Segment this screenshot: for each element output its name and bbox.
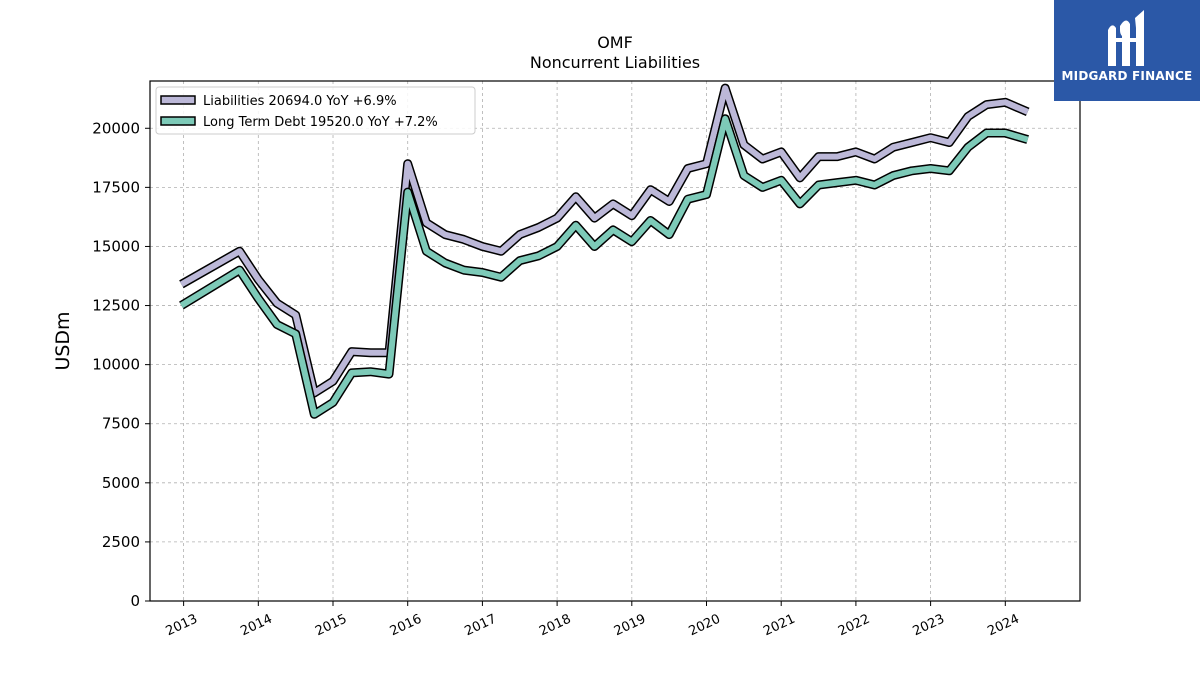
y-tick-label: 10000	[92, 356, 140, 374]
legend-label: Liabilities 20694.0 YoY +6.9%	[203, 94, 397, 109]
y-tick-label: 17500	[92, 178, 140, 196]
midgard-logo-icon	[1108, 10, 1144, 67]
grid	[150, 81, 1080, 602]
legend-box	[155, 86, 476, 135]
series-line-liabilities	[179, 85, 1029, 396]
x-tick-label: 2017	[462, 612, 498, 640]
chart-subtitle: Noncurrent Liabilities	[530, 53, 700, 72]
y-axis: 0 2500 5000 7500 10000 12500 15000 17500 20000	[92, 119, 150, 610]
x-tick-label: 2023	[911, 612, 947, 640]
legend: Liabilities 20694.0 YoY +6.9% Long Term D…	[155, 86, 476, 135]
y-tick-label: 0	[130, 592, 140, 610]
x-axis: 2013 2014 2015 2016 2017 2018 2019 2020 2021 2022…	[164, 601, 1022, 639]
x-tick-label: 2014	[238, 612, 274, 640]
chart-title: OMF	[597, 33, 633, 52]
y-tick-label: 5000	[102, 474, 140, 492]
x-tick-label: 2021	[761, 612, 797, 640]
x-tick-label: 2016	[388, 612, 424, 640]
legend-label: Long Term Debt 19520.0 YoY +7.2%	[203, 115, 438, 130]
x-tick-label: 2013	[164, 612, 200, 640]
y-tick-label: 7500	[102, 415, 140, 433]
x-tick-label: 2018	[537, 612, 573, 640]
plot-frame	[149, 80, 1081, 602]
x-tick-label: 2024	[985, 612, 1021, 640]
x-tick-label: 2020	[687, 612, 723, 640]
y-tick-label: 15000	[92, 237, 140, 255]
y-axis-label: USDm	[52, 311, 74, 370]
y-tick-label: 20000	[92, 119, 140, 137]
x-tick-label: 2019	[612, 612, 648, 640]
legend-swatch	[160, 95, 196, 105]
series-line-outline	[179, 114, 1029, 419]
brand-name: MIDGARD FINANCE	[1061, 69, 1193, 83]
x-tick-label: 2015	[313, 612, 349, 640]
series-line-long-term-debt	[179, 115, 1029, 418]
series-layer	[179, 83, 1030, 419]
brand-logo: MIDGARD FINANCE	[1054, 0, 1200, 101]
y-tick-label: 12500	[92, 297, 140, 315]
y-tick-label: 2500	[102, 533, 140, 551]
x-tick-label: 2022	[836, 612, 872, 640]
legend-swatch	[160, 116, 196, 126]
